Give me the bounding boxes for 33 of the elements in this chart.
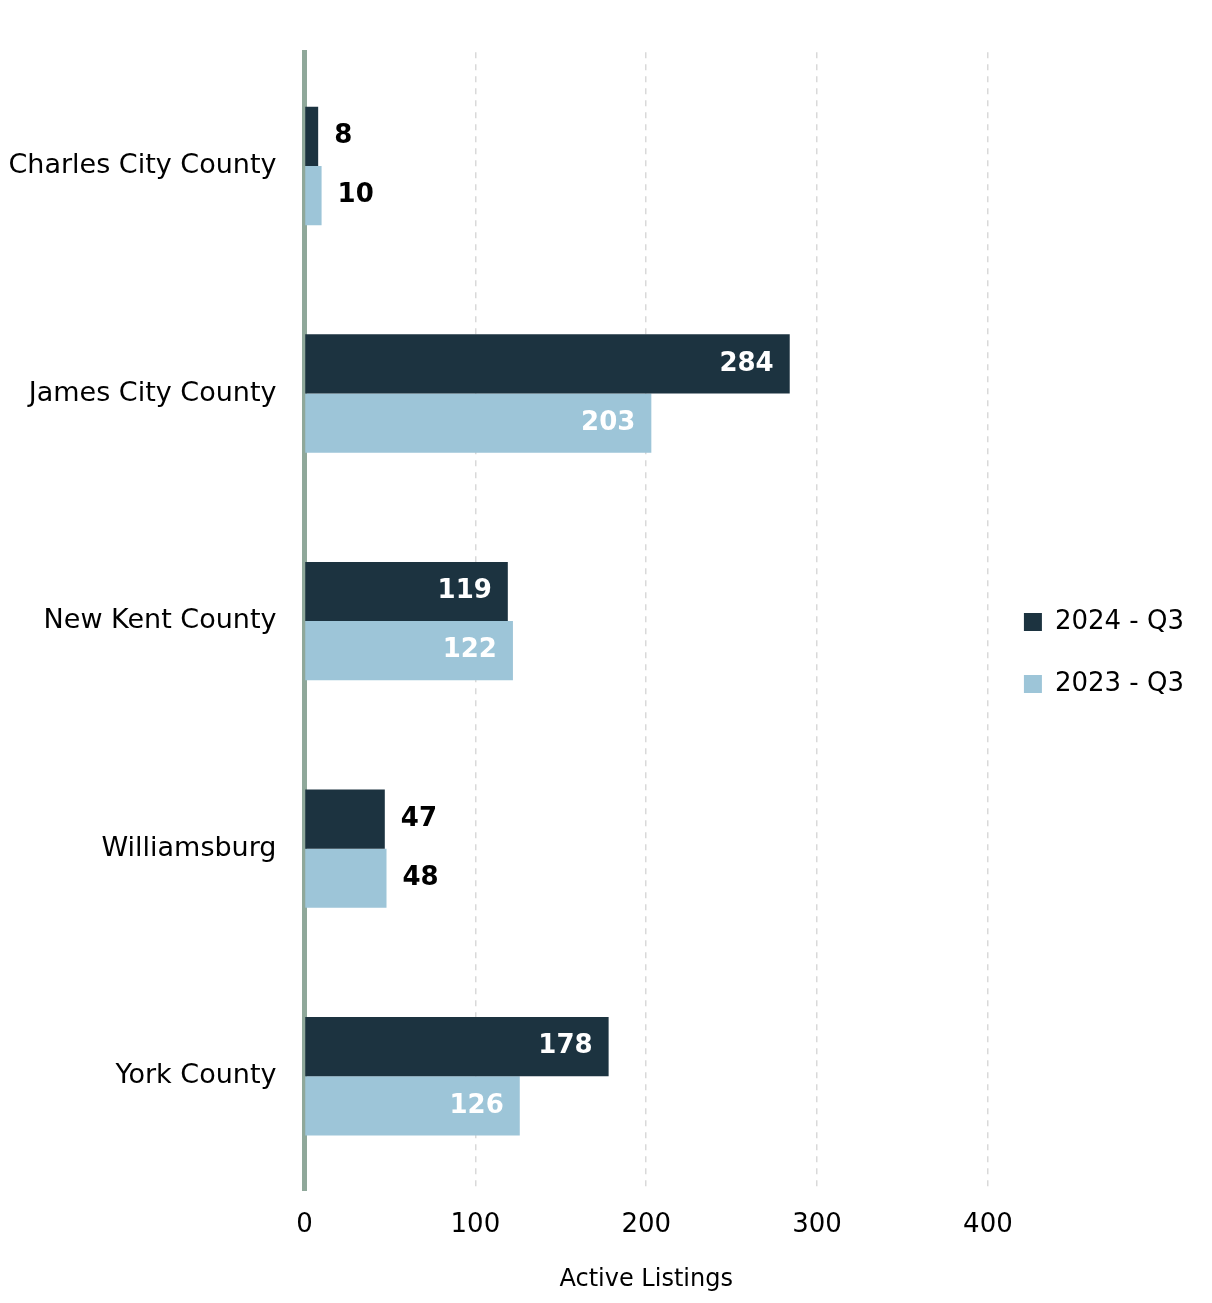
y-tick-label: James City County	[26, 375, 277, 407]
data-label: 126	[449, 1088, 504, 1119]
legend-label: 2023 - Q3	[1054, 666, 1185, 697]
bar	[305, 106, 319, 166]
data-label: 10	[337, 178, 374, 209]
x-tick-label: 300	[792, 1208, 842, 1239]
bar	[305, 165, 322, 226]
data-label: 203	[581, 405, 636, 436]
bar	[305, 1076, 520, 1136]
y-tick-label: New Kent County	[43, 603, 277, 635]
bar	[305, 621, 513, 681]
data-label: 122	[442, 633, 497, 664]
x-tick-label: 400	[963, 1208, 1013, 1239]
x-axis-title: Active Listings	[559, 1263, 733, 1292]
data-label: 178	[538, 1029, 593, 1060]
data-label: 47	[400, 801, 437, 832]
x-tick-label: 200	[621, 1208, 672, 1239]
data-label: 284	[719, 346, 774, 377]
data-label: 48	[402, 860, 439, 891]
bar	[305, 1017, 609, 1077]
bar	[305, 334, 790, 394]
data-label: 119	[437, 574, 492, 605]
data-label: 8	[334, 119, 353, 150]
bar	[305, 561, 508, 622]
x-tick-label: 0	[296, 1208, 313, 1239]
x-tick-label: 100	[450, 1208, 501, 1239]
bar	[305, 848, 387, 908]
y-tick-label: York County	[114, 1058, 277, 1090]
legend-label: 2024 - Q3	[1054, 604, 1185, 635]
bar	[305, 393, 652, 453]
bar	[305, 789, 385, 849]
y-tick-label: Williamsburg	[101, 830, 277, 862]
y-tick-label: Charles City County	[8, 148, 277, 179]
